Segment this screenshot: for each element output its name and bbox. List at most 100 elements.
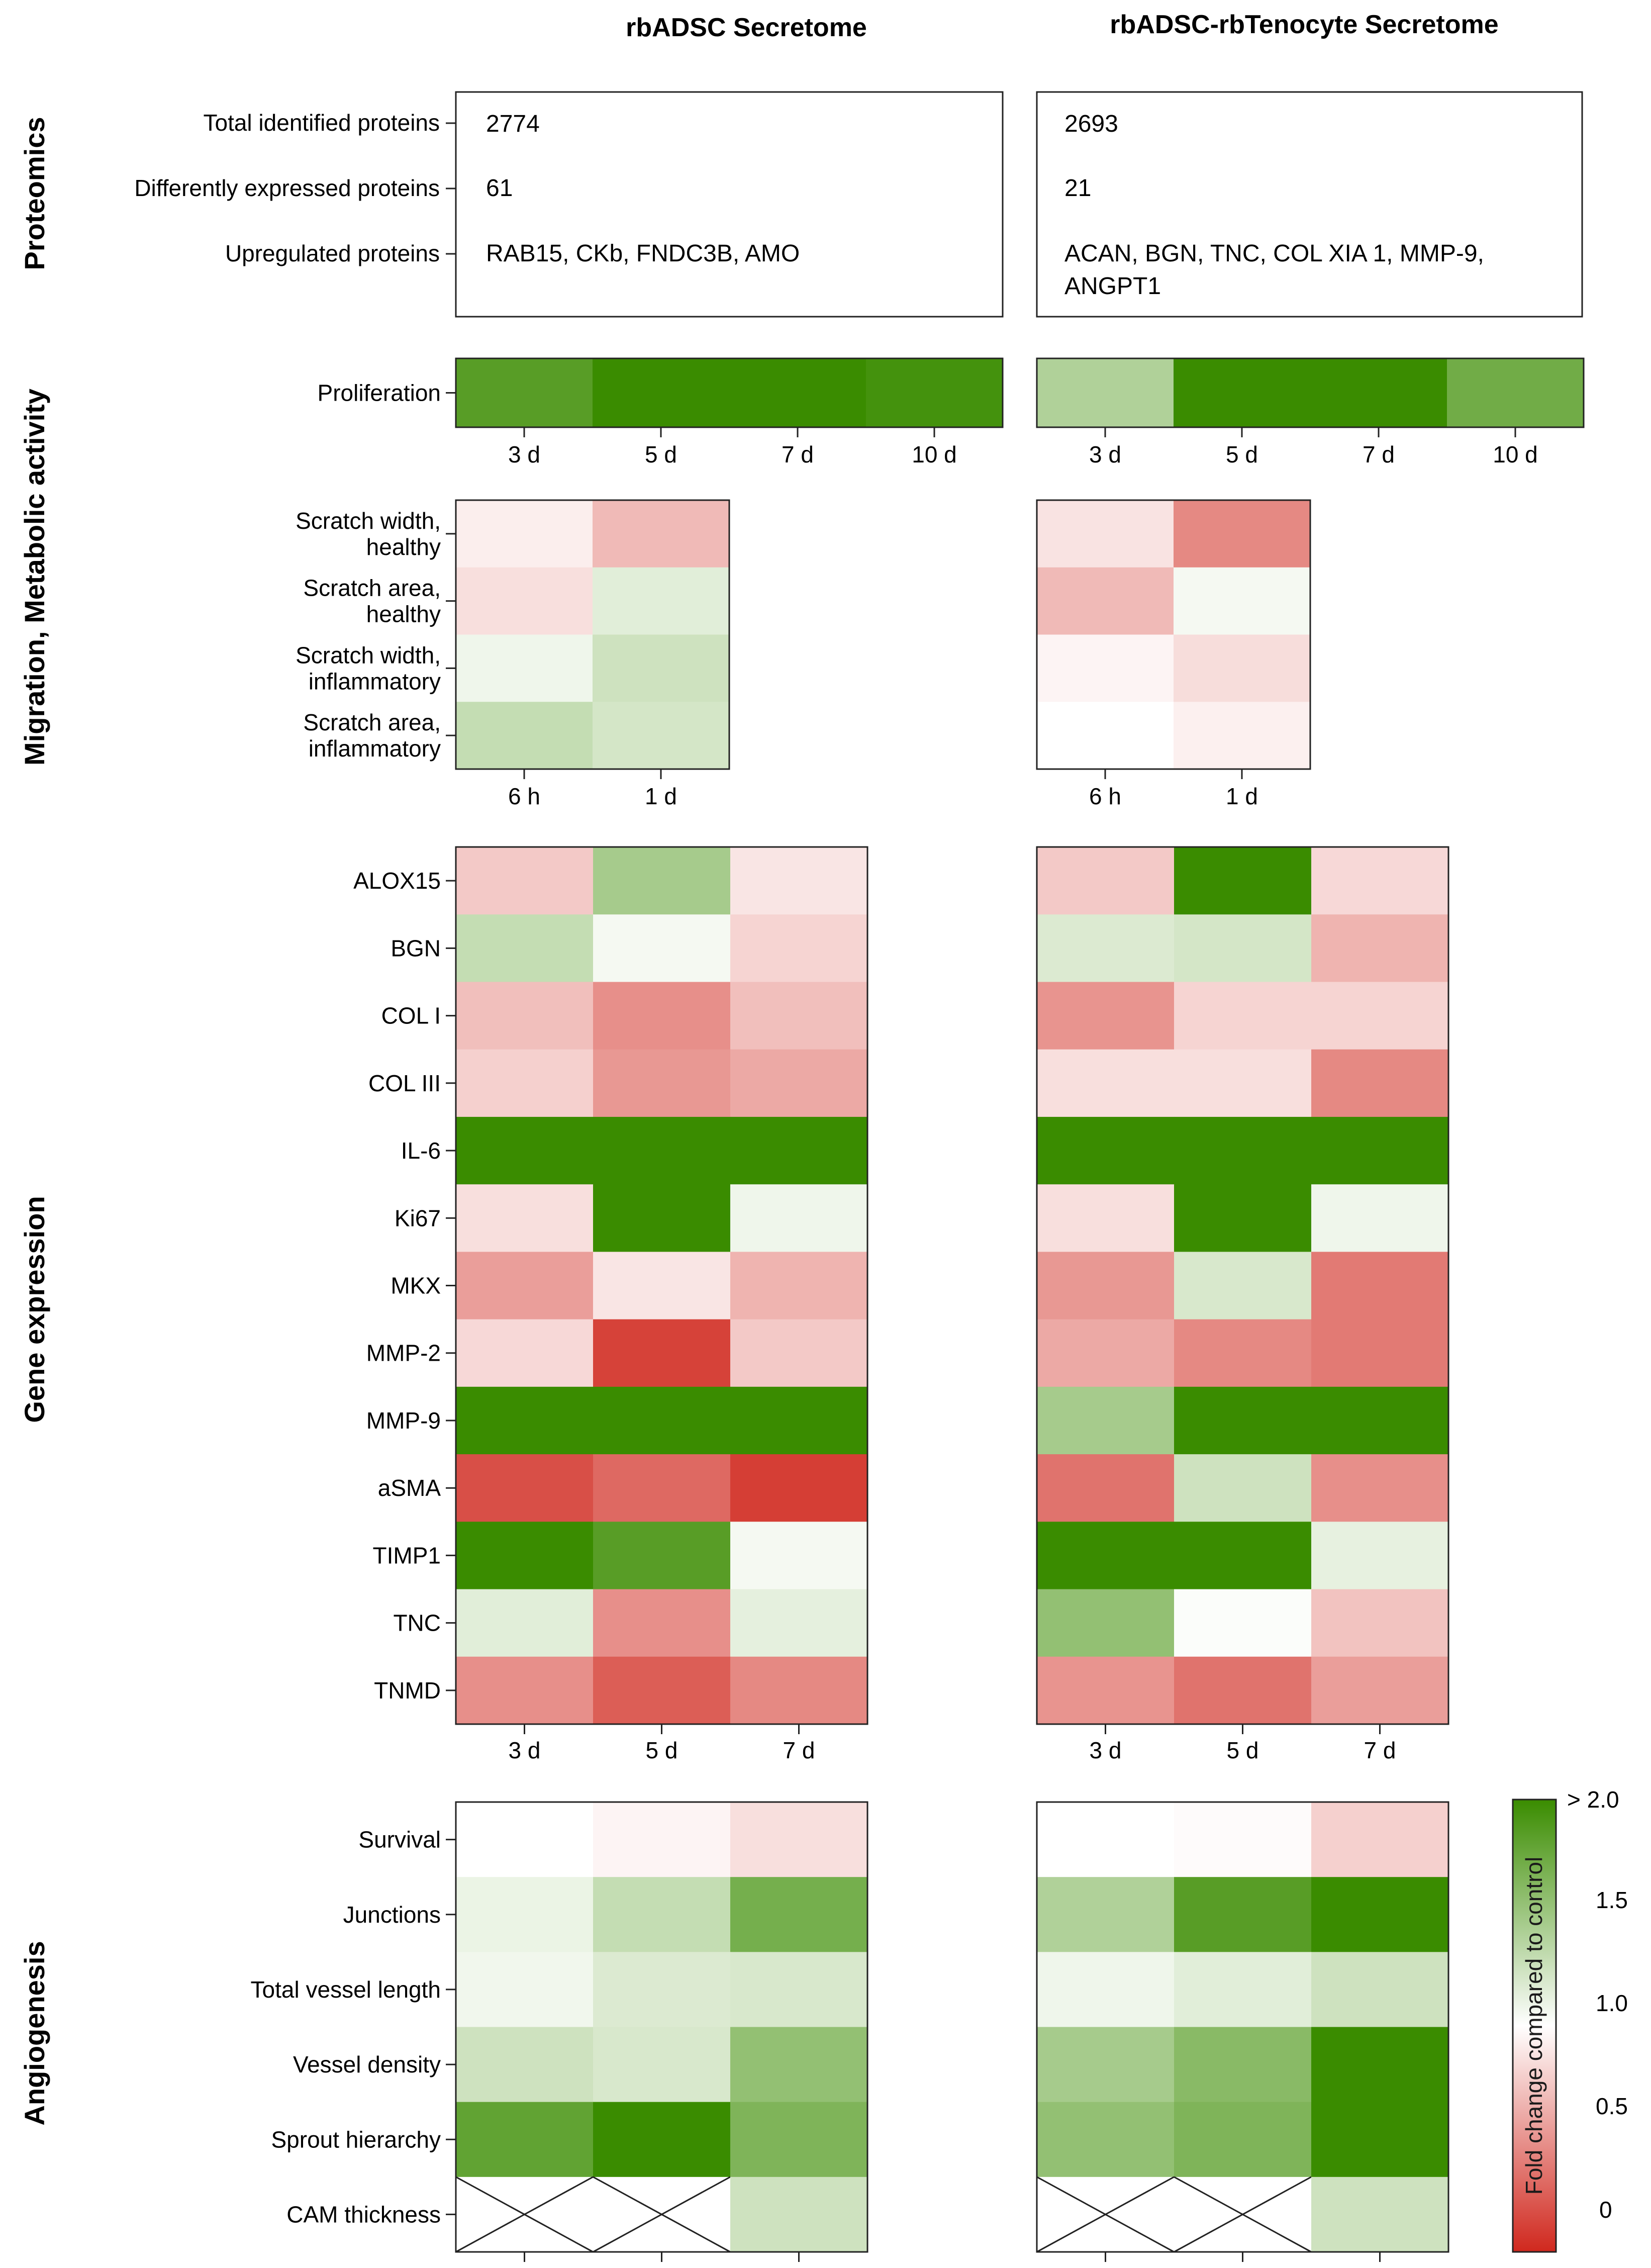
- column-label: 5 d: [1226, 441, 1258, 467]
- heatmap-cell: [456, 1184, 594, 1252]
- heatmap-cell: [456, 500, 593, 568]
- colorbar-tick-max: > 2.0: [1567, 1786, 1619, 1813]
- heatmap-cell: [593, 634, 730, 702]
- heatmap-cell: [1037, 1319, 1175, 1387]
- section-title-migration: Migration, Metabolic activity: [19, 389, 50, 766]
- heatmap-cell: [1174, 982, 1312, 1050]
- proteomics-right-upregulated-cont: ANGPT1: [1064, 273, 1161, 300]
- proteomics-box-right: [1036, 91, 1583, 318]
- heatmap-cell: [866, 358, 1003, 428]
- heatmap-cell: [1037, 358, 1174, 428]
- heatmap-cell: [456, 1802, 594, 1877]
- section-title-proteomics: Proteomics: [19, 117, 50, 270]
- column-label: 3 d: [1089, 441, 1121, 467]
- heatmap-cell: [1037, 1454, 1175, 1522]
- heatmap-cell: [730, 1116, 868, 1185]
- column-label: 7 d: [782, 441, 814, 467]
- heatmap-cell: [456, 1049, 594, 1117]
- row-label: Proliferation: [318, 380, 441, 406]
- heatmap-cell: [1174, 1952, 1312, 2027]
- section-title-angiogenesis: Angiogenesis: [19, 1941, 50, 2125]
- heatmap-cell: [1311, 1952, 1449, 2027]
- row-label: Total vessel length: [251, 1976, 441, 2003]
- heatmap-cell: [593, 982, 731, 1050]
- heatmap-cell: [1311, 1589, 1449, 1657]
- heatmap-cell: [1174, 1656, 1312, 1725]
- proteomics-label-differential: Differently expressed proteins: [134, 175, 440, 201]
- column-title-right: rbADSC-rbTenocyte Secretome: [1110, 10, 1498, 39]
- heatmap-cell: [730, 1589, 868, 1657]
- na-cross: [455, 2176, 594, 2253]
- heatmap-cell: [1174, 847, 1312, 915]
- row-label: Scratch width, healthy: [296, 508, 441, 560]
- heatmap-cell: [730, 1877, 868, 1952]
- heatmap-cell: [1311, 982, 1449, 1050]
- heatmap-cell: [593, 702, 730, 770]
- column-title-left: rbADSC Secretome: [626, 13, 867, 42]
- row-label-line: Scratch width,: [296, 642, 441, 668]
- heatmap-cell: [1174, 1386, 1312, 1455]
- row-label: aSMA: [378, 1475, 441, 1501]
- row-label: Junctions: [343, 1902, 441, 1928]
- heatmap-cell: [593, 500, 730, 568]
- row-label: TNC: [393, 1610, 441, 1636]
- row-label: MMP-2: [366, 1340, 441, 1366]
- row-label: MKX: [391, 1273, 441, 1299]
- proteomics-right-differential: 21: [1064, 175, 1091, 202]
- heatmap-cell: [593, 358, 730, 428]
- heatmap-cell: [1174, 2102, 1312, 2178]
- heatmap-cell: [1311, 1386, 1449, 1455]
- row-label: BGN: [391, 935, 441, 961]
- heatmap-cell: [730, 1802, 868, 1877]
- heatmap-cell: [1174, 358, 1311, 428]
- row-label: Sprout hierarchy: [271, 2126, 441, 2152]
- heatmap-cell: [1037, 1386, 1175, 1455]
- heatmap-cell: [1037, 1877, 1175, 1952]
- heatmap-cell: [730, 1319, 868, 1387]
- heatmap-cell: [730, 1386, 868, 1455]
- na-cross: [1036, 2176, 1175, 2253]
- heatmap-cell: [456, 2027, 594, 2103]
- section-title-gene-expression: Gene expression: [19, 1196, 50, 1423]
- colorbar-tick-1-5: 1.5: [1596, 1887, 1628, 1913]
- row-label-line: Scratch width,: [296, 508, 441, 534]
- heatmap-cell: [1311, 2102, 1449, 2178]
- heatmap-cell: [1311, 1522, 1449, 1590]
- colorbar: Fold change compared to control > 2.0 1.…: [1512, 1786, 1628, 2253]
- heatmap-cell: [456, 1319, 594, 1387]
- heatmap-cell: [1174, 634, 1311, 702]
- heatmap-cell: [593, 847, 731, 915]
- heatmap-cell: [1037, 500, 1174, 568]
- heatmap-cell: [730, 982, 868, 1050]
- row-label: COL I: [381, 1003, 441, 1029]
- row-label: CAM thickness: [286, 2201, 441, 2227]
- column-label: 5 d: [646, 1737, 678, 1763]
- heatmap-cell: [1037, 914, 1175, 982]
- heatmap-cell: [1174, 1877, 1312, 1952]
- row-label: COL III: [368, 1070, 441, 1096]
- row-label: MMP-9: [366, 1407, 441, 1434]
- heatmap-cell: [1311, 1877, 1449, 1952]
- proteomics-box-left: [455, 91, 1004, 318]
- column-label: 7 d: [1363, 441, 1395, 467]
- heatmap-cell: [730, 1049, 868, 1117]
- heatmap-cell: [456, 358, 593, 428]
- heatmap-cell: [1174, 567, 1311, 635]
- heatmap-cell: [456, 1386, 594, 1455]
- proteomics-right-total: 2693: [1064, 111, 1118, 137]
- heatmap-cell: [593, 1656, 731, 1725]
- row-label-line: inflammatory: [309, 735, 441, 762]
- row-label: IL-6: [401, 1138, 441, 1164]
- heatmap-angiogenesis: Survival Junctions Total vessel length Vess…: [251, 1801, 1449, 2262]
- column-label: 6 h: [1089, 783, 1121, 809]
- row-label-line: healthy: [366, 601, 441, 627]
- heatmap-cell: [1311, 1656, 1449, 1725]
- heatmap-cell: [1037, 1656, 1175, 1725]
- proteomics-left-differential: 61: [486, 175, 513, 202]
- heatmap-cell: [593, 1589, 731, 1657]
- heatmap-cell: [1037, 2102, 1175, 2178]
- heatmap-cell: [1311, 1319, 1449, 1387]
- heatmap-cell: [456, 1589, 594, 1657]
- heatmap-cell: [593, 1252, 731, 1320]
- row-label: Ki67: [395, 1205, 441, 1231]
